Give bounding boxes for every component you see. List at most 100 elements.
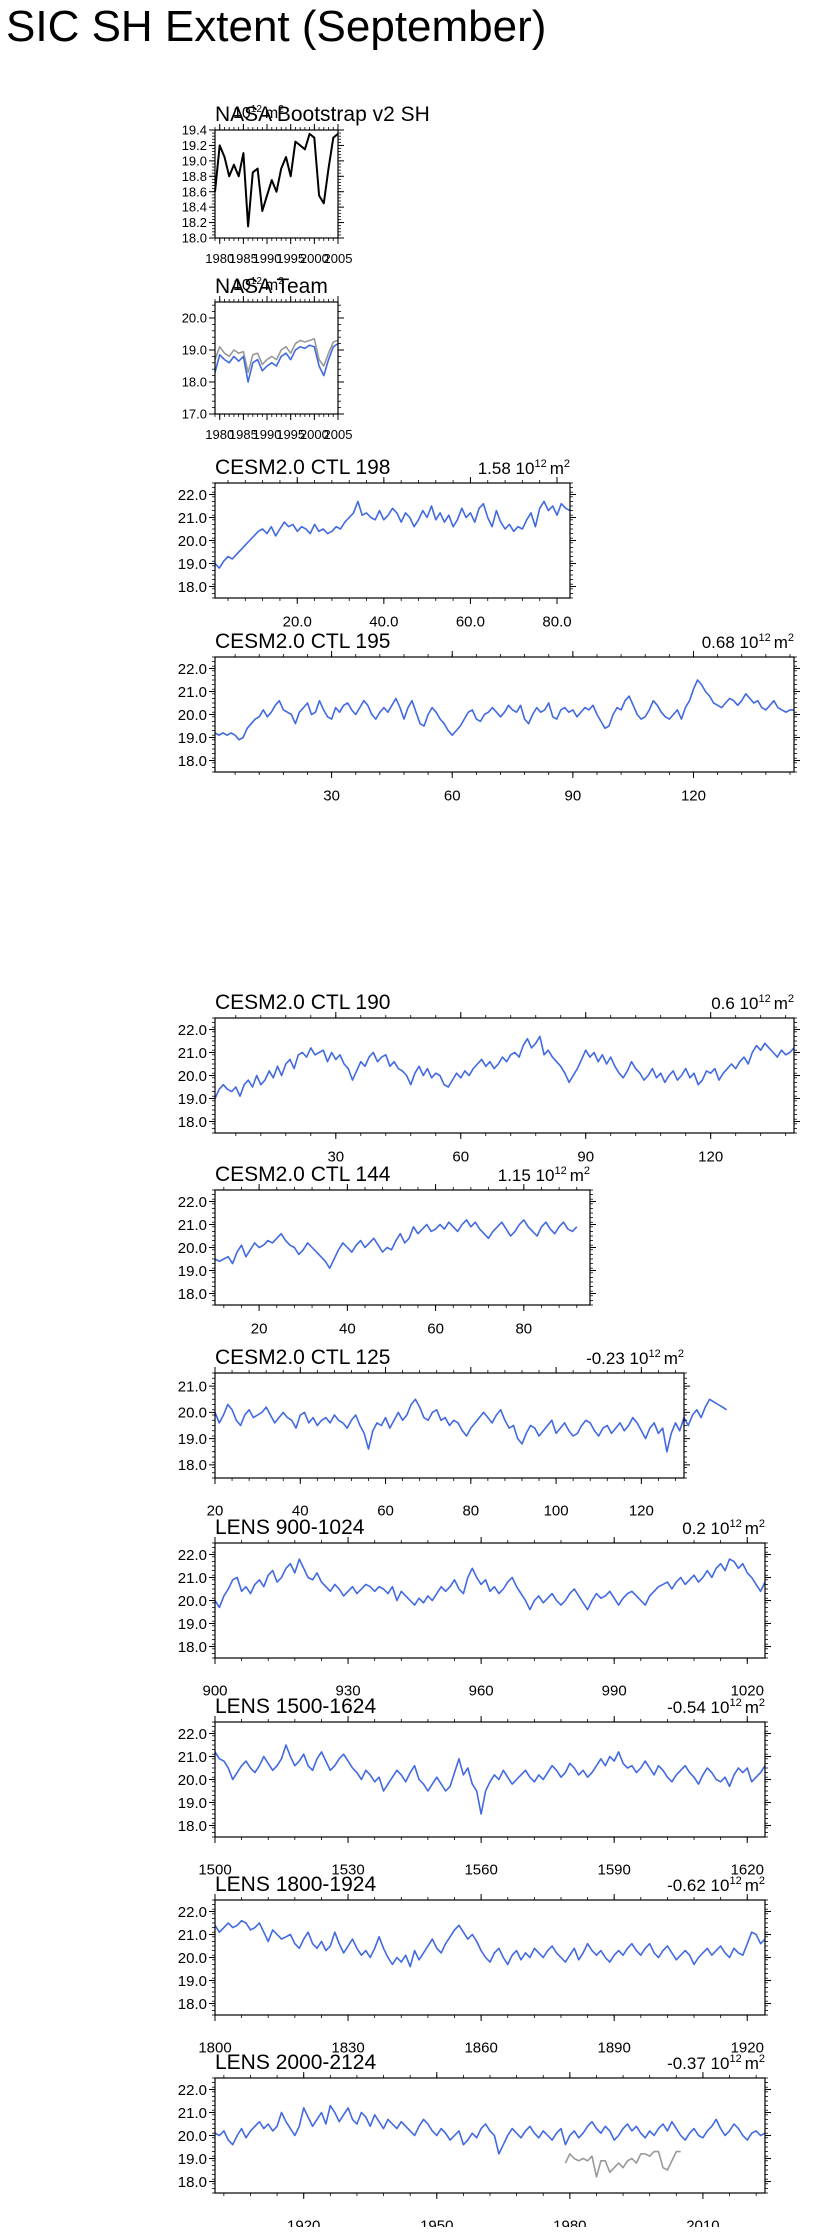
trend-exponent: 12 bbox=[758, 993, 770, 1005]
chart-panel-8: 18.0 19.0 20.0 21.0 22.0 900 930 960 990 1020 LENS… bbox=[178, 1516, 771, 1700]
trend-label: -0.37 1012 m2 bbox=[667, 2053, 765, 2073]
trend-label: 0.68 1012 m2 bbox=[702, 632, 794, 652]
x-tick-label: 60 bbox=[444, 788, 461, 805]
x-tick-label: 30 bbox=[323, 788, 340, 805]
y-tick-label: 19.2 bbox=[182, 138, 207, 153]
y-tick-label: 20.0 bbox=[178, 2128, 207, 2145]
trend-unit-exponent: 2 bbox=[788, 632, 794, 644]
y-tick-label: 18.0 bbox=[178, 1114, 207, 1131]
trend-unit: m bbox=[550, 459, 564, 478]
y-tick-label: 19.0 bbox=[178, 1795, 207, 1812]
x-tick-label: 1980 bbox=[553, 2218, 586, 2228]
y-tick-label: 22.0 bbox=[178, 487, 207, 504]
x-tick-label: 80 bbox=[515, 1321, 532, 1338]
y-tick-label: 21.0 bbox=[178, 1749, 207, 1766]
series-line bbox=[214, 500, 571, 569]
y-tick-label: 21.0 bbox=[178, 1217, 207, 1234]
chart-title: LENS 900-1024 bbox=[215, 1516, 365, 1539]
units-label: 1012 m2 bbox=[233, 276, 284, 294]
units-m-exponent: 2 bbox=[278, 276, 284, 287]
units-m: m bbox=[265, 277, 278, 294]
y-tick-label: 18.0 bbox=[178, 1996, 207, 2013]
plot-frame bbox=[214, 1017, 795, 1134]
plot-frame bbox=[214, 482, 571, 599]
trend-unit-exponent: 2 bbox=[788, 993, 794, 1005]
trend-unit-exponent: 2 bbox=[564, 458, 570, 470]
x-tick-label: 40 bbox=[339, 1321, 356, 1338]
x-tick-label: 1530 bbox=[331, 1862, 364, 1879]
y-tick-label: 18.8 bbox=[182, 169, 207, 184]
y-tick-label: 22.0 bbox=[178, 661, 207, 678]
x-tick-label: 1995 bbox=[276, 251, 305, 266]
y-tick-label: 18.0 bbox=[178, 1457, 207, 1474]
trend-unit-exponent: 2 bbox=[584, 1165, 590, 1177]
y-tick-label: 22.0 bbox=[178, 1194, 207, 1211]
trend-exponent: 12 bbox=[729, 1697, 741, 1709]
y-tick-label: 22.0 bbox=[178, 1904, 207, 1921]
trend-unit-exponent: 2 bbox=[759, 1875, 765, 1887]
chart-title: NASA Team bbox=[215, 275, 328, 298]
x-tick-label: 1620 bbox=[731, 1862, 764, 1879]
trend-label: -0.62 1012 m2 bbox=[667, 1875, 765, 1895]
x-tick-label: 1830 bbox=[331, 2040, 364, 2057]
units-m: m bbox=[265, 105, 278, 122]
x-tick-label: 120 bbox=[698, 1149, 723, 1166]
y-tick-label: 18.2 bbox=[182, 215, 207, 230]
units-m-exponent: 2 bbox=[278, 104, 284, 115]
y-tick-label: 22.0 bbox=[178, 2082, 207, 2099]
trend-unit: m bbox=[745, 1519, 759, 1538]
trend-unit: m bbox=[745, 1876, 759, 1895]
chart-title: CESM2.0 CTL 198 bbox=[215, 456, 390, 479]
y-tick-label: 22.0 bbox=[178, 1726, 207, 1743]
y-tick-label: 19.0 bbox=[178, 1616, 207, 1633]
x-tick-label: 990 bbox=[602, 1683, 627, 1700]
x-tick-label: 1590 bbox=[598, 1862, 631, 1879]
plot-frame bbox=[214, 129, 339, 239]
x-tick-label: 900 bbox=[202, 1683, 227, 1700]
x-tick-label: 960 bbox=[469, 1683, 494, 1700]
series-line bbox=[214, 1398, 728, 1453]
trend-exponent: 12 bbox=[554, 1165, 566, 1177]
y-tick-label: 19.0 bbox=[178, 556, 207, 573]
chart-panel-6: 18.0 19.0 20.0 21.0 22.0 20 40 60 80 CESM2.0 CTL … bbox=[178, 1163, 596, 1338]
x-tick-label: 1020 bbox=[731, 1683, 764, 1700]
y-tick-label: 20.0 bbox=[178, 1950, 207, 1967]
x-tick-label: 60 bbox=[377, 1503, 394, 1520]
trend-exponent: 12 bbox=[534, 458, 546, 470]
x-tick-label: 1950 bbox=[420, 2218, 453, 2228]
chart-title: LENS 1800-1924 bbox=[215, 1873, 376, 1896]
trend-exponent: 12 bbox=[758, 632, 770, 644]
series-line bbox=[564, 2150, 681, 2178]
x-tick-label: 2010 bbox=[686, 2218, 719, 2228]
units-exponent: 12 bbox=[251, 276, 263, 287]
chart-panel-4: 18.0 19.0 20.0 21.0 22.0 30 60 90 120 CESM2.0 CTL… bbox=[178, 630, 800, 805]
series-line bbox=[214, 2104, 766, 2155]
plot-frame bbox=[214, 1542, 766, 1659]
x-tick-label: 1980 bbox=[205, 427, 234, 442]
x-tick-label: 1560 bbox=[464, 1862, 497, 1879]
x-tick-label: 1985 bbox=[229, 427, 258, 442]
series-line bbox=[214, 337, 339, 374]
y-tick-label: 21.0 bbox=[178, 684, 207, 701]
x-tick-label: 90 bbox=[577, 1149, 594, 1166]
y-tick-label: 17.0 bbox=[182, 407, 207, 422]
y-tick-label: 18.0 bbox=[178, 579, 207, 596]
x-tick-label: 2000 bbox=[300, 427, 329, 442]
x-tick-label: 20 bbox=[251, 1321, 268, 1338]
series-line bbox=[214, 1744, 766, 1815]
y-tick-label: 20.0 bbox=[178, 1593, 207, 1610]
x-tick-label: 1890 bbox=[598, 2040, 631, 2057]
series-line bbox=[214, 1219, 578, 1269]
chart-panel-2: 17.0 18.0 19.0 20.0 198019851990199520002005… bbox=[182, 275, 353, 442]
x-tick-label: 1990 bbox=[253, 427, 282, 442]
trend-exponent: 12 bbox=[729, 2053, 741, 2065]
chart-title: CESM2.0 CTL 195 bbox=[215, 630, 390, 653]
trend-label: -0.23 1012 m2 bbox=[586, 1348, 684, 1368]
y-tick-label: 18.0 bbox=[178, 2174, 207, 2191]
plot-frame bbox=[214, 1189, 591, 1306]
x-tick-label: 1980 bbox=[205, 251, 234, 266]
x-tick-label: 1985 bbox=[229, 251, 258, 266]
x-tick-label: 1920 bbox=[287, 2218, 320, 2228]
